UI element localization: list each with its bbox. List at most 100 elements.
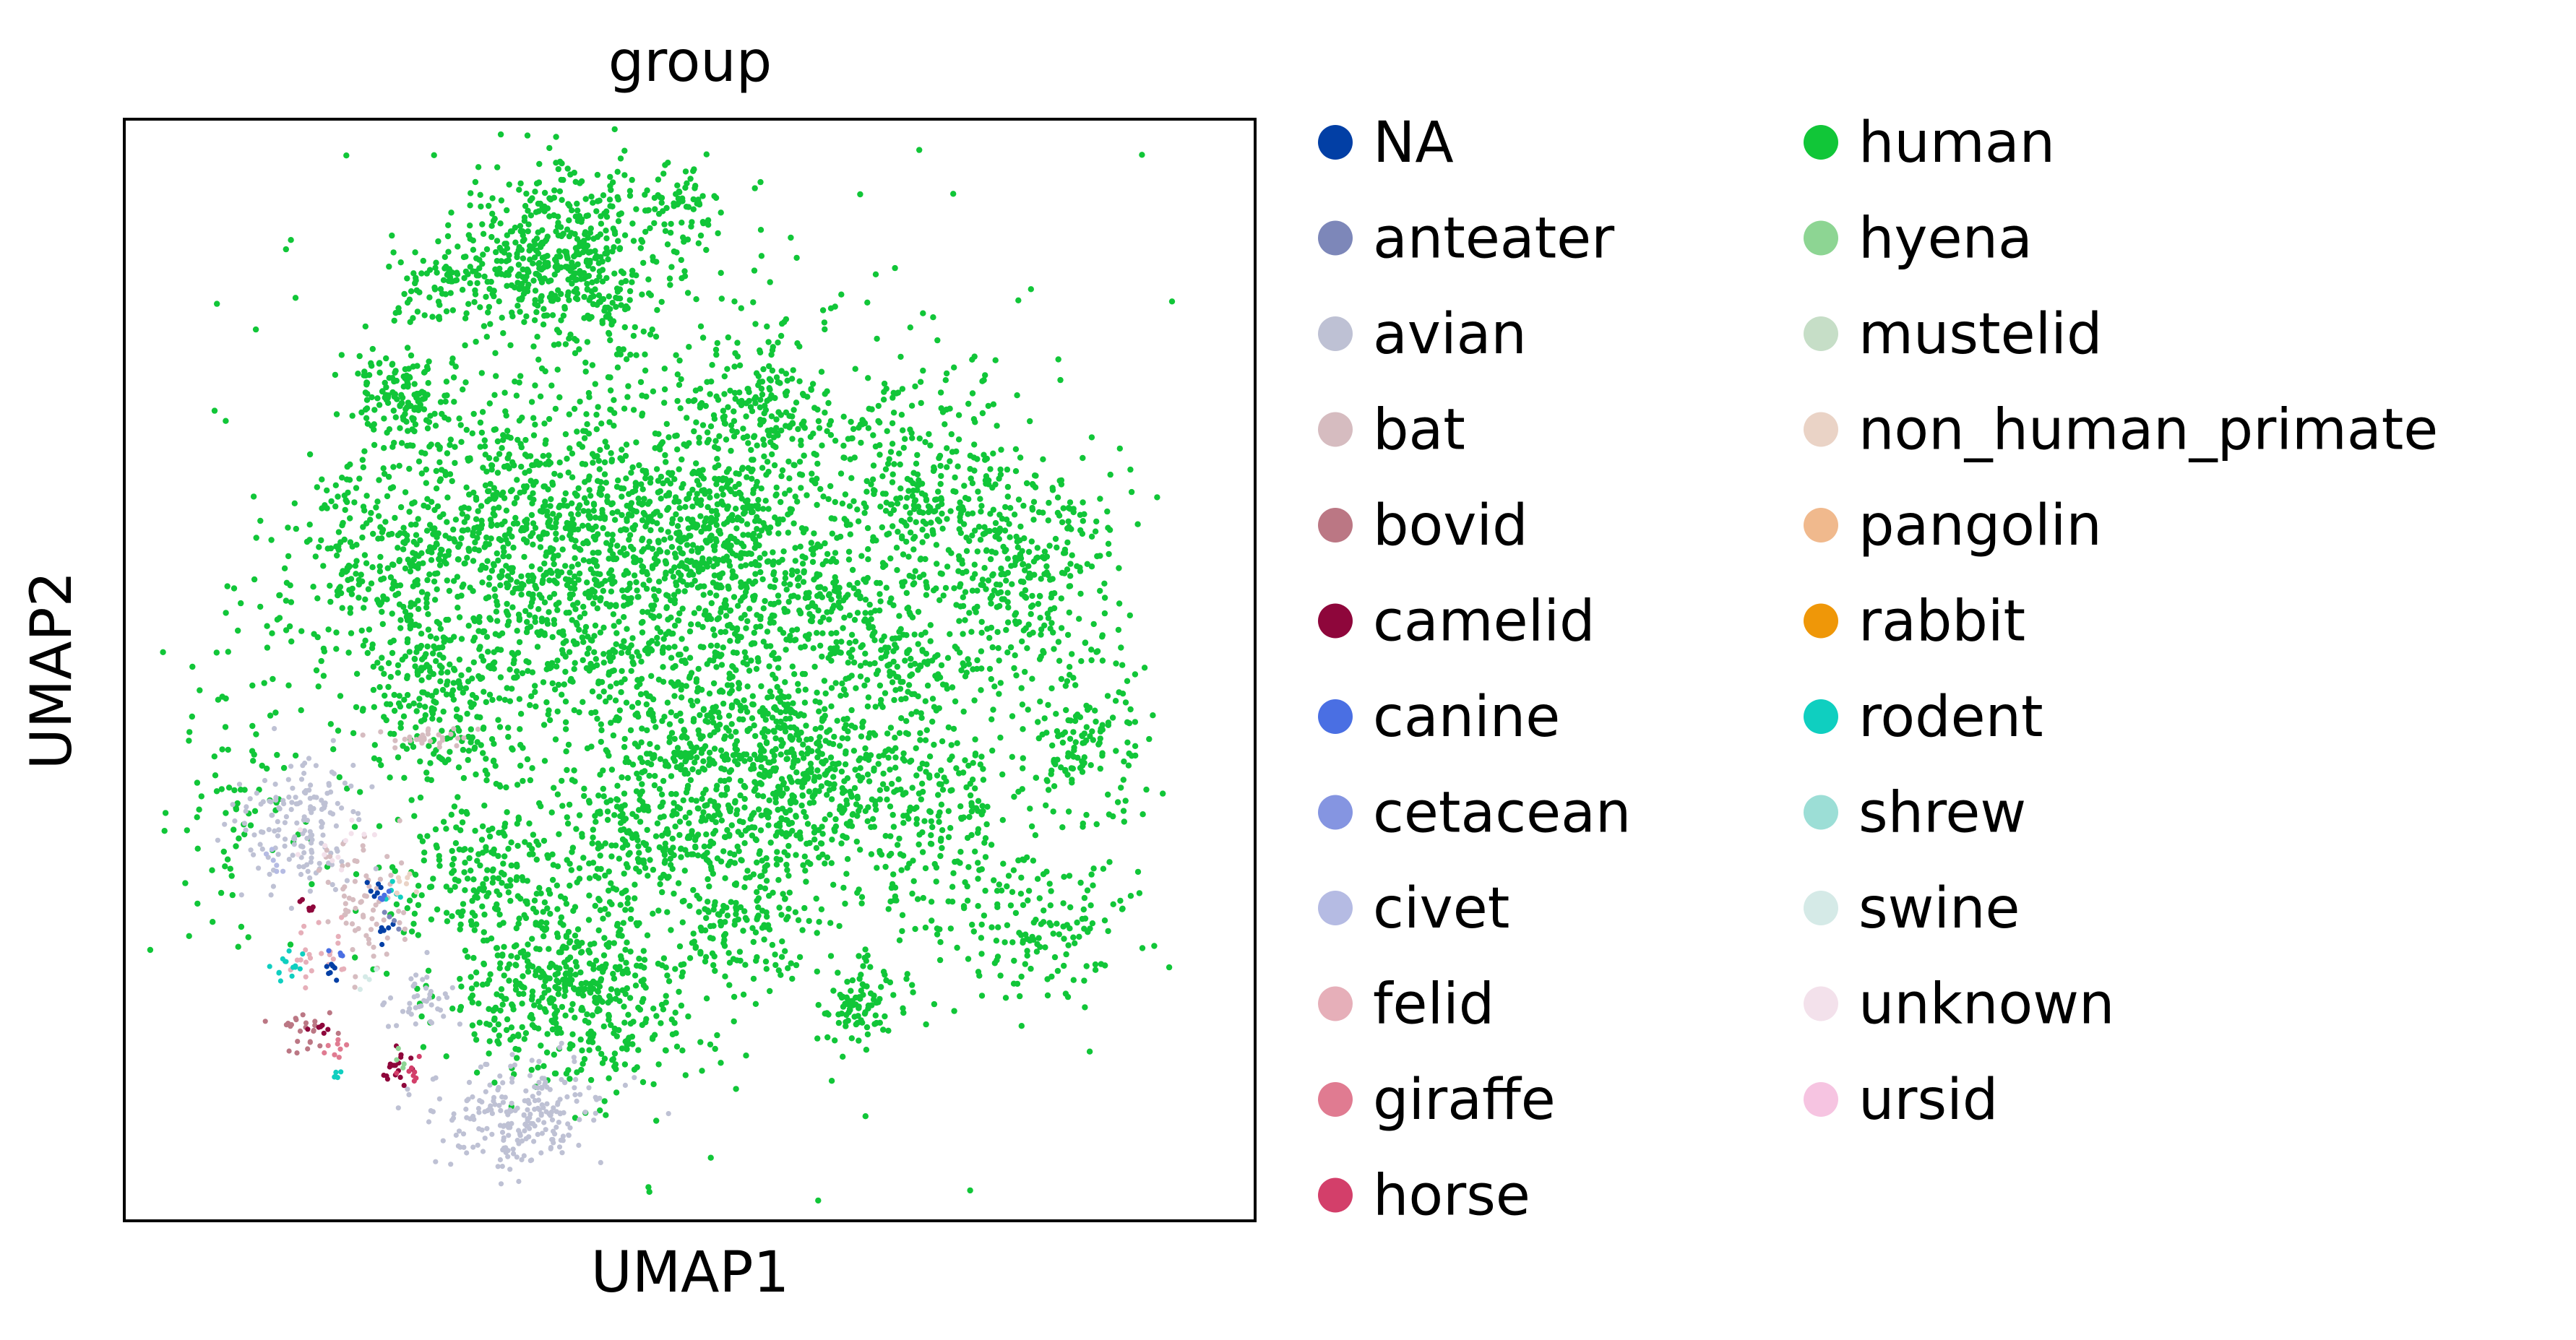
- point-human: [603, 698, 609, 705]
- point-human: [666, 721, 673, 727]
- point-human: [456, 656, 463, 663]
- point-human: [514, 1055, 520, 1061]
- point-human: [661, 366, 668, 372]
- point-human: [627, 600, 634, 606]
- point-human: [639, 781, 645, 787]
- point-human: [1048, 771, 1054, 777]
- point-human: [1022, 668, 1028, 675]
- point-human: [543, 461, 549, 467]
- point-human: [525, 207, 531, 214]
- point-human: [1043, 563, 1050, 570]
- point-human: [1037, 699, 1043, 705]
- point-human: [588, 194, 595, 200]
- point-human: [385, 660, 392, 667]
- point-human: [525, 969, 532, 975]
- point-human: [939, 844, 945, 852]
- point-human: [413, 649, 420, 655]
- point-human: [718, 792, 725, 798]
- point-human: [938, 496, 945, 503]
- point-human: [689, 542, 697, 548]
- point-human: [584, 579, 590, 586]
- point-human: [975, 524, 983, 530]
- point-human: [606, 570, 613, 576]
- point-human: [872, 1012, 879, 1019]
- point-human: [501, 532, 509, 539]
- point-human: [488, 222, 495, 229]
- point-human: [823, 558, 830, 564]
- point-human: [1004, 493, 1012, 500]
- point-human: [857, 755, 863, 762]
- point-human: [699, 334, 707, 341]
- point-human: [552, 264, 559, 270]
- point-human: [350, 730, 357, 737]
- point-human: [406, 649, 413, 655]
- point-human: [1093, 821, 1100, 828]
- point-human: [530, 591, 536, 598]
- point-human: [521, 319, 527, 325]
- point-human: [584, 650, 591, 657]
- point-human: [486, 594, 492, 600]
- point-human: [549, 634, 556, 641]
- point-human: [580, 428, 587, 434]
- point-human: [621, 1061, 629, 1068]
- point-human: [390, 249, 397, 256]
- point-human: [759, 391, 766, 398]
- point-human: [749, 693, 757, 699]
- point-human: [389, 389, 396, 396]
- point-human: [824, 388, 830, 394]
- point-human: [908, 691, 916, 698]
- point-human: [1030, 498, 1038, 505]
- point-human: [712, 475, 718, 482]
- point-human: [527, 1013, 533, 1021]
- point-human: [514, 954, 520, 961]
- point-human: [574, 526, 582, 533]
- point-human: [951, 585, 957, 592]
- point-human: [756, 532, 763, 539]
- point-human: [413, 708, 420, 714]
- point-human: [895, 674, 902, 680]
- point-human: [1025, 548, 1033, 556]
- point-human: [440, 511, 447, 518]
- point-human: [700, 592, 707, 598]
- point-human: [813, 451, 819, 458]
- point-human: [679, 605, 686, 612]
- point-human: [1062, 683, 1069, 689]
- point-human: [613, 294, 619, 301]
- point-human: [386, 263, 392, 270]
- point-human: [663, 999, 669, 1006]
- point-human: [665, 592, 671, 600]
- point-human: [654, 640, 660, 647]
- point-human: [915, 667, 921, 673]
- point-human: [690, 886, 697, 894]
- point-human: [614, 990, 621, 997]
- point-human: [366, 372, 373, 379]
- point-human: [897, 485, 904, 492]
- point-human: [963, 670, 970, 676]
- point-human: [636, 462, 642, 469]
- point-human: [530, 277, 537, 284]
- point-human: [478, 517, 485, 524]
- point-human: [389, 360, 396, 367]
- point-human: [938, 835, 944, 842]
- point-human: [619, 457, 626, 464]
- point-human: [923, 579, 929, 585]
- point-human: [452, 459, 458, 467]
- point-human: [817, 725, 824, 731]
- point-human: [783, 392, 789, 399]
- point-human: [559, 546, 566, 553]
- point-human: [509, 1001, 515, 1008]
- point-human: [423, 480, 429, 486]
- point-human: [595, 1045, 602, 1052]
- point-human: [563, 964, 569, 970]
- point-human: [864, 1031, 871, 1038]
- point-human: [594, 233, 601, 241]
- point-human: [789, 828, 796, 834]
- point-human: [585, 249, 592, 256]
- point-human: [439, 664, 445, 671]
- point-human: [613, 483, 621, 490]
- point-human: [751, 751, 758, 758]
- point-human: [614, 543, 621, 549]
- point-human: [607, 683, 614, 690]
- point-human: [629, 176, 635, 183]
- point-human: [740, 991, 747, 998]
